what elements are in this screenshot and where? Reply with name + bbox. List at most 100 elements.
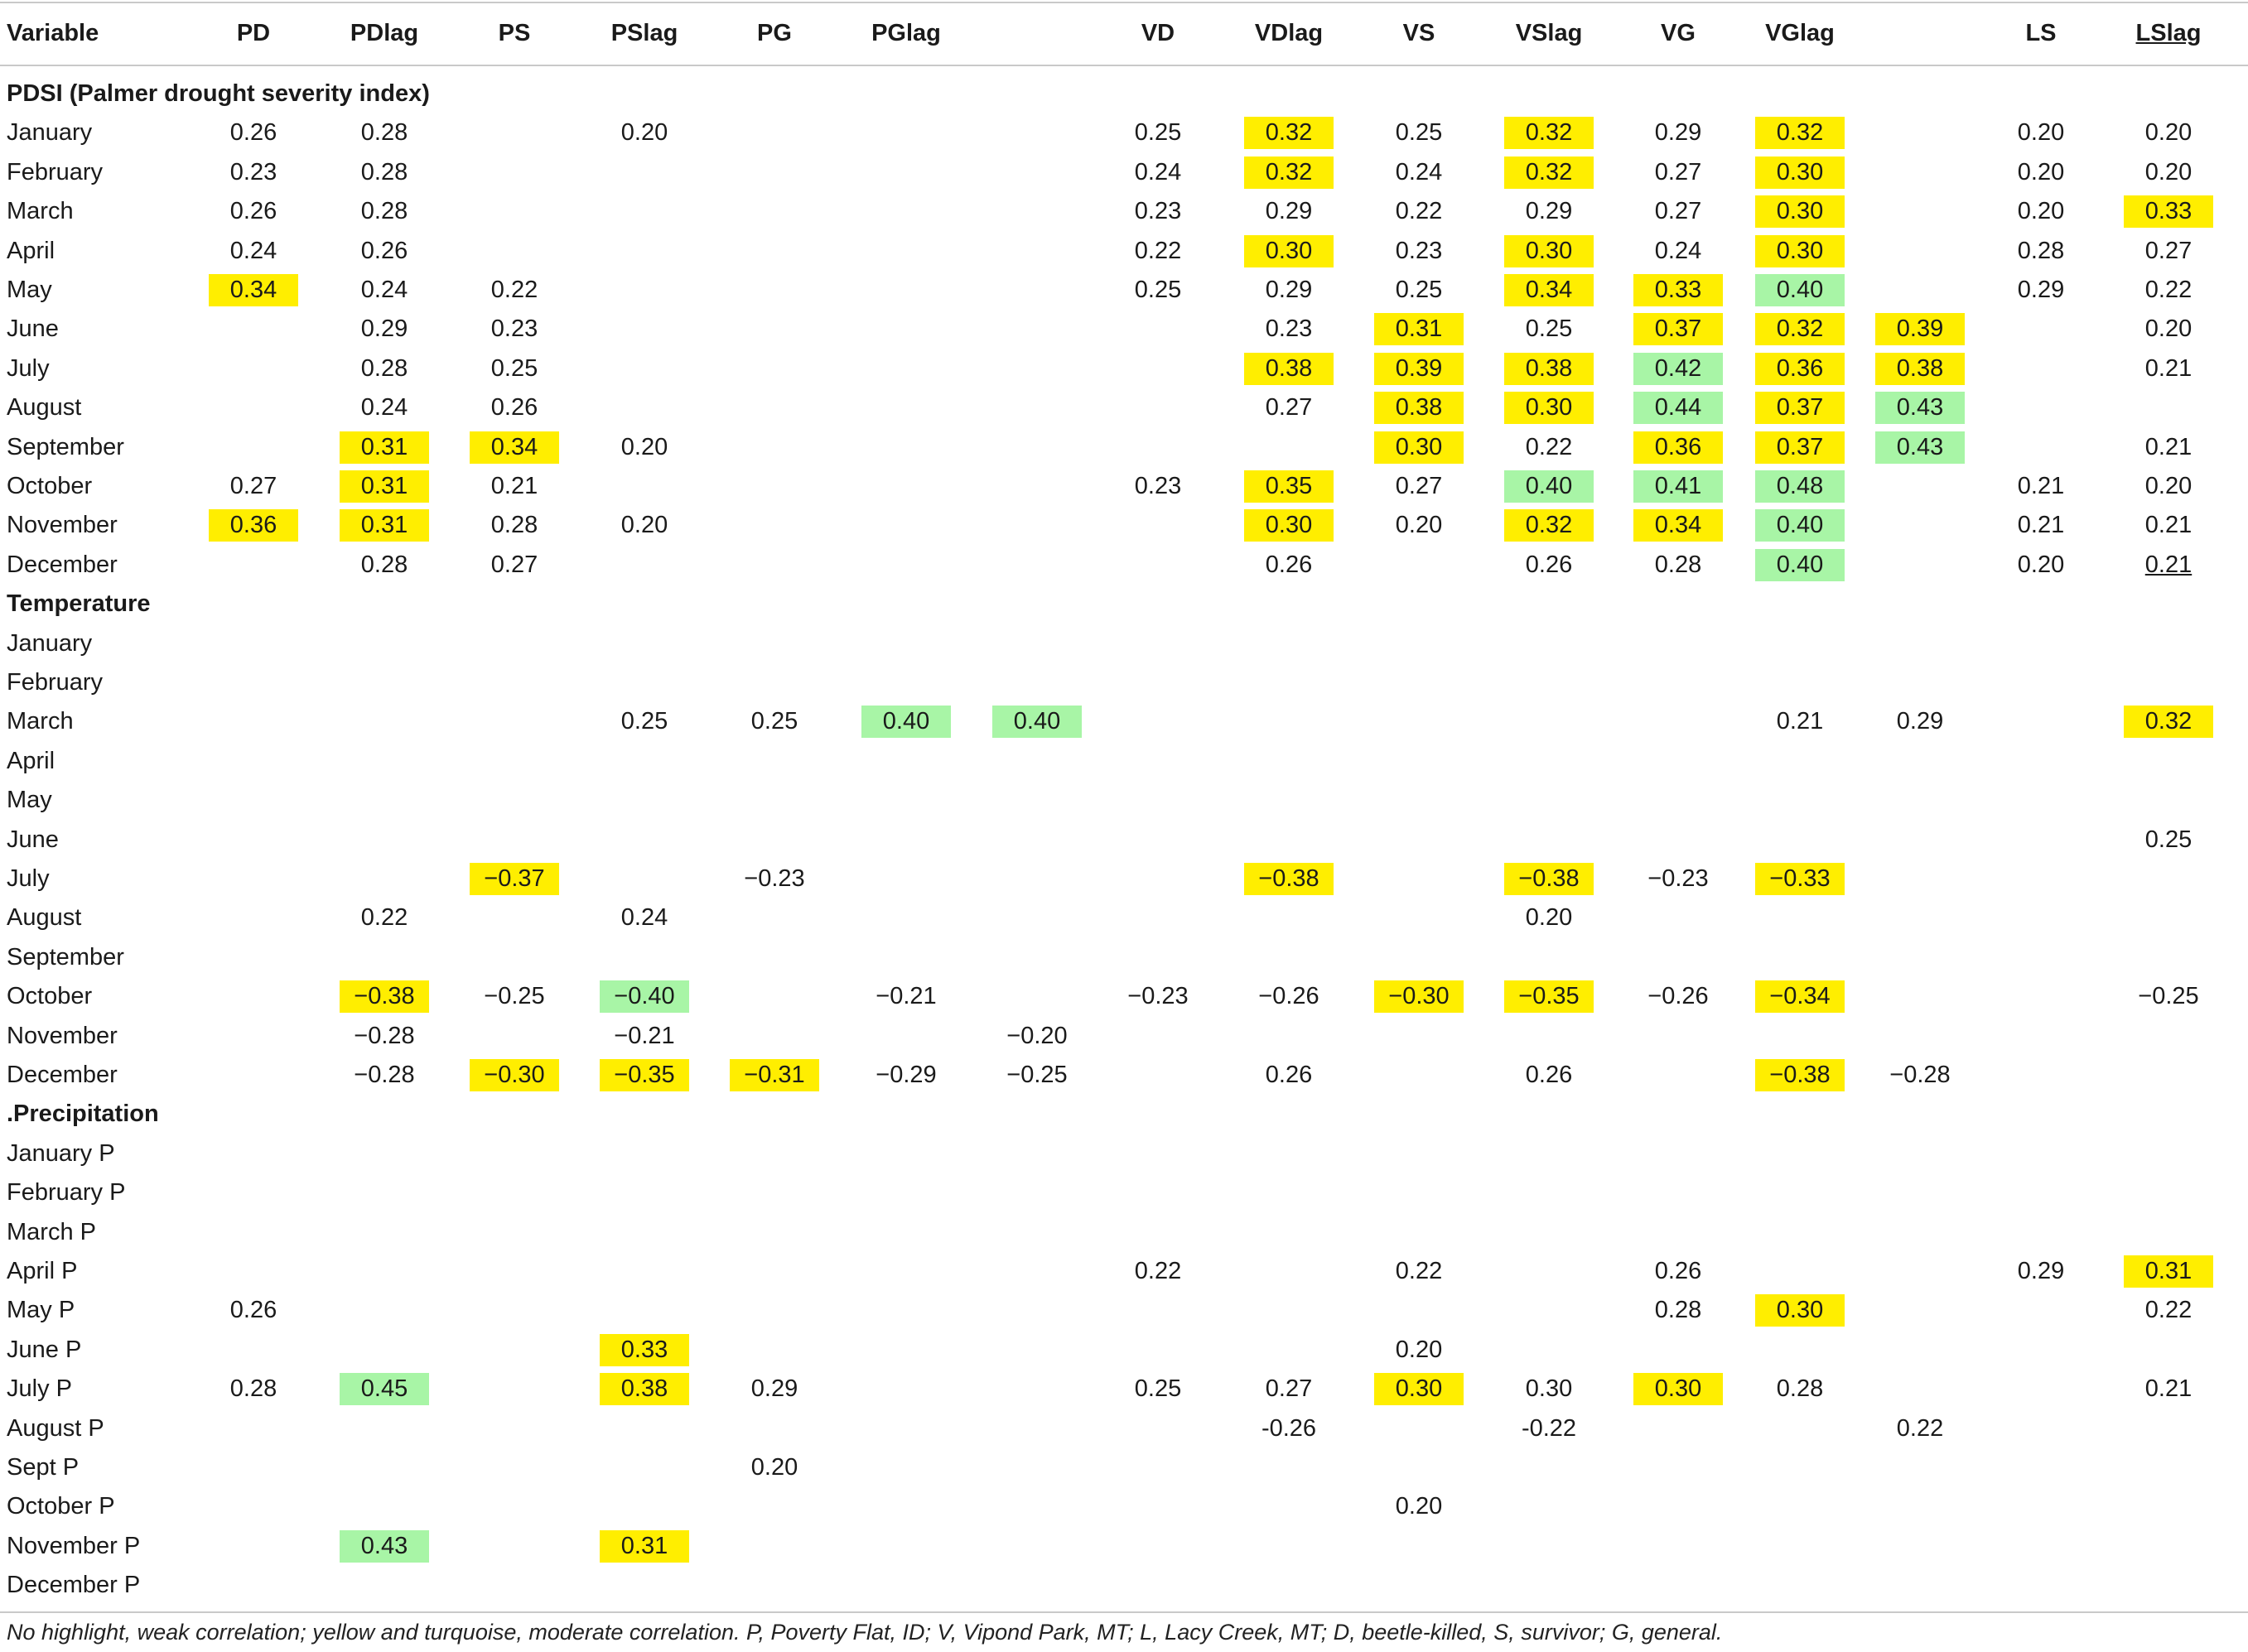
column-header: PS <box>498 20 531 46</box>
table-cell: 0.28 <box>360 119 408 147</box>
row-label: October <box>7 473 93 499</box>
table-cell: 0.23 <box>1265 315 1313 343</box>
table-cell: 0.24 <box>1654 237 1702 264</box>
highlighted-cell: 0.30 <box>1755 234 1845 267</box>
table-cell: 0.22 <box>1395 1258 1443 1284</box>
highlighted-cell: 0.32 <box>1244 117 1334 150</box>
table-cell: −0.29 <box>876 1062 937 1088</box>
highlighted-cell: 0.40 <box>1755 548 1845 581</box>
row-label: June P <box>7 1336 82 1363</box>
row-label: January <box>7 629 93 657</box>
table-cell: −0.25 <box>1006 1062 1068 1088</box>
column-header: PDlag <box>350 20 419 46</box>
table-cell: 0.20 <box>2144 473 2193 499</box>
table-cell: 0.28 <box>490 512 538 539</box>
table-cell: 0.26 <box>1654 1258 1702 1284</box>
table-cell: 0.24 <box>360 394 408 421</box>
highlighted-cell: 0.30 <box>1244 234 1334 267</box>
table-cell: 0.22 <box>2144 277 2193 303</box>
highlighted-cell: 0.32 <box>1504 509 1594 542</box>
table-cell: 0.28 <box>360 158 408 185</box>
highlighted-cell: −0.38 <box>1244 863 1334 895</box>
table-cell: 0.21 <box>2144 354 2193 382</box>
table-cell: 0.25 <box>620 708 668 735</box>
row-label: April <box>7 237 55 264</box>
table-cell: 0.26 <box>1265 551 1313 578</box>
highlighted-cell: 0.32 <box>1504 156 1594 189</box>
row-label: June <box>7 826 59 853</box>
table-cell: 0.20 <box>2017 119 2065 147</box>
table-cell: 0.22 <box>2144 1297 2193 1324</box>
table-cell: 0.25 <box>490 354 538 382</box>
table-footnote: No highlight, weak correlation; yellow a… <box>7 1620 1723 1645</box>
column-header: PGlag <box>871 20 941 46</box>
table-cell: 0.21 <box>2144 1375 2193 1403</box>
highlighted-cell: 0.30 <box>1244 509 1334 542</box>
table-cell: 0.20 <box>2144 158 2193 185</box>
table-cell: 0.26 <box>229 198 277 225</box>
table-cell: 0.27 <box>1654 158 1702 185</box>
table-cell: 0.29 <box>1654 119 1702 147</box>
table-cell: 0.28 <box>1776 1375 1824 1403</box>
highlighted-cell: 0.32 <box>1755 117 1845 150</box>
highlighted-cell: −0.38 <box>340 980 429 1014</box>
highlighted-cell: −0.31 <box>730 1059 819 1091</box>
table-cell: 0.23 <box>1134 473 1182 499</box>
highlighted-cell: 0.43 <box>1875 431 1965 464</box>
column-header: VS <box>1402 20 1435 46</box>
row-label: February <box>7 158 104 185</box>
highlighted-cell: 0.35 <box>1244 470 1334 503</box>
row-label: December <box>7 551 118 578</box>
row-label: July <box>7 865 50 892</box>
table-cell: −0.21 <box>614 1022 675 1049</box>
table-cell: −0.26 <box>1647 983 1709 1010</box>
highlighted-cell: −0.40 <box>600 980 689 1014</box>
table-cell: −0.23 <box>744 865 805 892</box>
highlighted-cell: 0.33 <box>2124 195 2213 229</box>
table-cell: 0.25 <box>750 708 798 735</box>
row-label: Sept P <box>7 1454 80 1481</box>
row-label: August <box>7 394 82 421</box>
highlighted-cell: 0.32 <box>1244 156 1334 189</box>
row-label: October P <box>7 1493 115 1520</box>
row-label: June <box>7 315 59 343</box>
highlighted-cell: 0.40 <box>1755 509 1845 542</box>
table-cell: 0.28 <box>360 551 408 578</box>
table-cell: 0.21 <box>2017 512 2065 539</box>
highlighted-cell: 0.40 <box>992 706 1082 739</box>
table-cell: 0.24 <box>1134 158 1182 185</box>
table-cell: 0.29 <box>360 315 408 343</box>
column-header: VD <box>1141 20 1175 46</box>
highlighted-cell: −0.34 <box>1755 980 1845 1014</box>
highlighted-cell: 0.40 <box>1504 470 1594 503</box>
table-cell: 0.24 <box>620 904 668 932</box>
table-cell: 0.20 <box>1525 904 1573 932</box>
highlighted-cell: 0.38 <box>1244 352 1334 385</box>
highlighted-cell: 0.38 <box>1374 392 1464 425</box>
row-label: April P <box>7 1258 78 1284</box>
top-rule <box>0 2 2248 3</box>
highlighted-cell: 0.31 <box>340 509 429 542</box>
table-cell: 0.28 <box>2017 237 2065 264</box>
highlighted-cell: 0.39 <box>1875 313 1965 346</box>
row-label: October <box>7 983 93 1010</box>
table-cell: −0.23 <box>1127 983 1189 1010</box>
table-cell: 0.21 <box>2017 473 2065 499</box>
table-cell: 0.25 <box>1395 119 1443 147</box>
table-cell: 0.22 <box>360 904 408 932</box>
highlighted-cell: 0.31 <box>2124 1255 2213 1288</box>
table-cell: 0.29 <box>2017 1258 2065 1284</box>
table-cell: 0.20 <box>1395 1493 1443 1520</box>
column-header: VSlag <box>1515 20 1583 46</box>
row-label: July <box>7 354 50 382</box>
row-label: November <box>7 512 118 539</box>
highlighted-cell: 0.31 <box>340 431 429 464</box>
table-cell: 0.26 <box>229 119 277 147</box>
highlighted-cell: 0.36 <box>1755 352 1845 385</box>
row-label: May <box>7 787 52 814</box>
highlighted-cell: 0.34 <box>209 274 298 306</box>
highlighted-cell: 0.33 <box>1633 274 1723 306</box>
table-cell: 0.29 <box>1525 198 1573 225</box>
table-cell: 0.28 <box>1654 551 1702 578</box>
